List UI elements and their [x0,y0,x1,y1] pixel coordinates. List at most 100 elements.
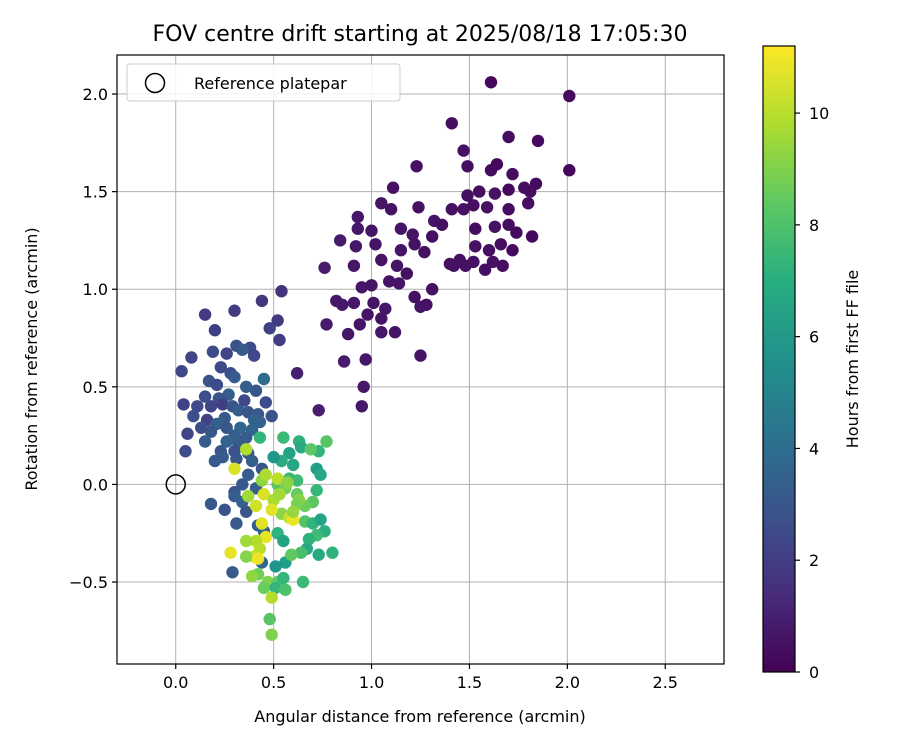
x-tick-label: 2.0 [555,673,580,692]
data-point [488,187,502,200]
data-point [222,388,235,401]
y-tick-label: −0.5 [69,573,108,592]
data-point [247,349,261,362]
data-point [496,259,509,272]
data-point [259,530,272,544]
data-point [314,468,327,481]
colorbar-label: Hours from first FF file [843,270,862,449]
x-axis-ticks: 0.0 0.5 1.0 1.5 2.0 2.5 [163,664,678,692]
data-point [355,400,368,413]
data-point [312,404,325,417]
colorbar-gradient [762,45,796,673]
data-point [269,581,282,595]
data-point [273,333,286,347]
data-point [228,304,241,317]
data-point [341,327,355,341]
data-point [294,546,308,559]
data-point [426,230,439,243]
colorbar-tick-label: 0 [809,663,819,682]
data-point [198,435,212,448]
data-point [279,583,292,596]
data-point [414,349,427,362]
data-point [265,409,278,423]
x-tick-label: 0.0 [163,673,188,692]
data-point [347,259,361,272]
data-point [408,238,421,251]
data-point [263,322,276,335]
data-point [334,234,347,247]
data-point [490,158,504,171]
data-point [390,259,404,272]
data-point [435,218,449,231]
data-point [255,517,269,530]
data-point [187,409,200,423]
data-point [420,298,433,311]
data-point [294,441,308,454]
x-tick-label: 0.5 [261,673,286,692]
data-point [459,259,472,272]
data-point [230,517,243,530]
data-point [312,548,325,561]
data-point [259,468,272,481]
y-axis-ticks: −0.5 0.0 0.5 1.0 1.5 2.0 [69,85,117,592]
data-point [320,318,333,331]
data-point [290,367,304,380]
data-point [359,353,372,366]
data-point [357,380,370,393]
data-point [351,210,364,224]
data-point [484,76,498,89]
colorbar: 0 2 4 6 8 10 Hours from first FF file [762,45,862,682]
x-tick-label: 1.5 [457,673,482,692]
data-point [265,628,278,641]
data-point [522,197,535,210]
plot-frame [116,54,725,665]
data-point [494,238,507,251]
data-point [263,612,276,626]
data-point [240,380,253,393]
data-point [531,134,545,148]
data-point [277,431,290,444]
data-point [285,548,298,561]
data-point [525,230,539,243]
data-point [296,575,310,589]
data-point [240,505,253,518]
data-point [226,566,239,579]
data-point [265,503,278,516]
data-point [502,203,515,216]
data-point [392,277,406,290]
data-point [375,253,388,267]
data-point [240,443,253,456]
data-point [473,185,486,198]
data-point [469,240,482,253]
data-point [228,462,241,475]
data-point [208,324,222,337]
data-point [369,238,382,251]
data-point [524,185,537,198]
data-point [347,296,361,310]
data-point [271,472,284,485]
data-point [351,222,364,235]
data-point [375,326,388,339]
data-point [355,281,368,294]
legend-box [126,63,401,102]
colorbar-tick-label: 4 [809,439,819,458]
data-point [228,370,241,384]
data-point [353,318,366,331]
data-point [220,435,233,448]
data-point [257,581,271,595]
x-tick-label: 2.5 [653,673,678,692]
data-point [204,425,218,438]
data-point [563,89,576,103]
data-point [510,226,523,239]
data-point [204,497,218,511]
data-point [336,298,349,311]
data-point [287,458,300,472]
data-point [220,347,233,360]
data-point [320,435,333,448]
colorbar-tick-label: 2 [809,551,819,570]
data-point [443,257,457,271]
data-point [275,285,288,298]
data-point [361,308,374,321]
data-point [337,355,351,368]
